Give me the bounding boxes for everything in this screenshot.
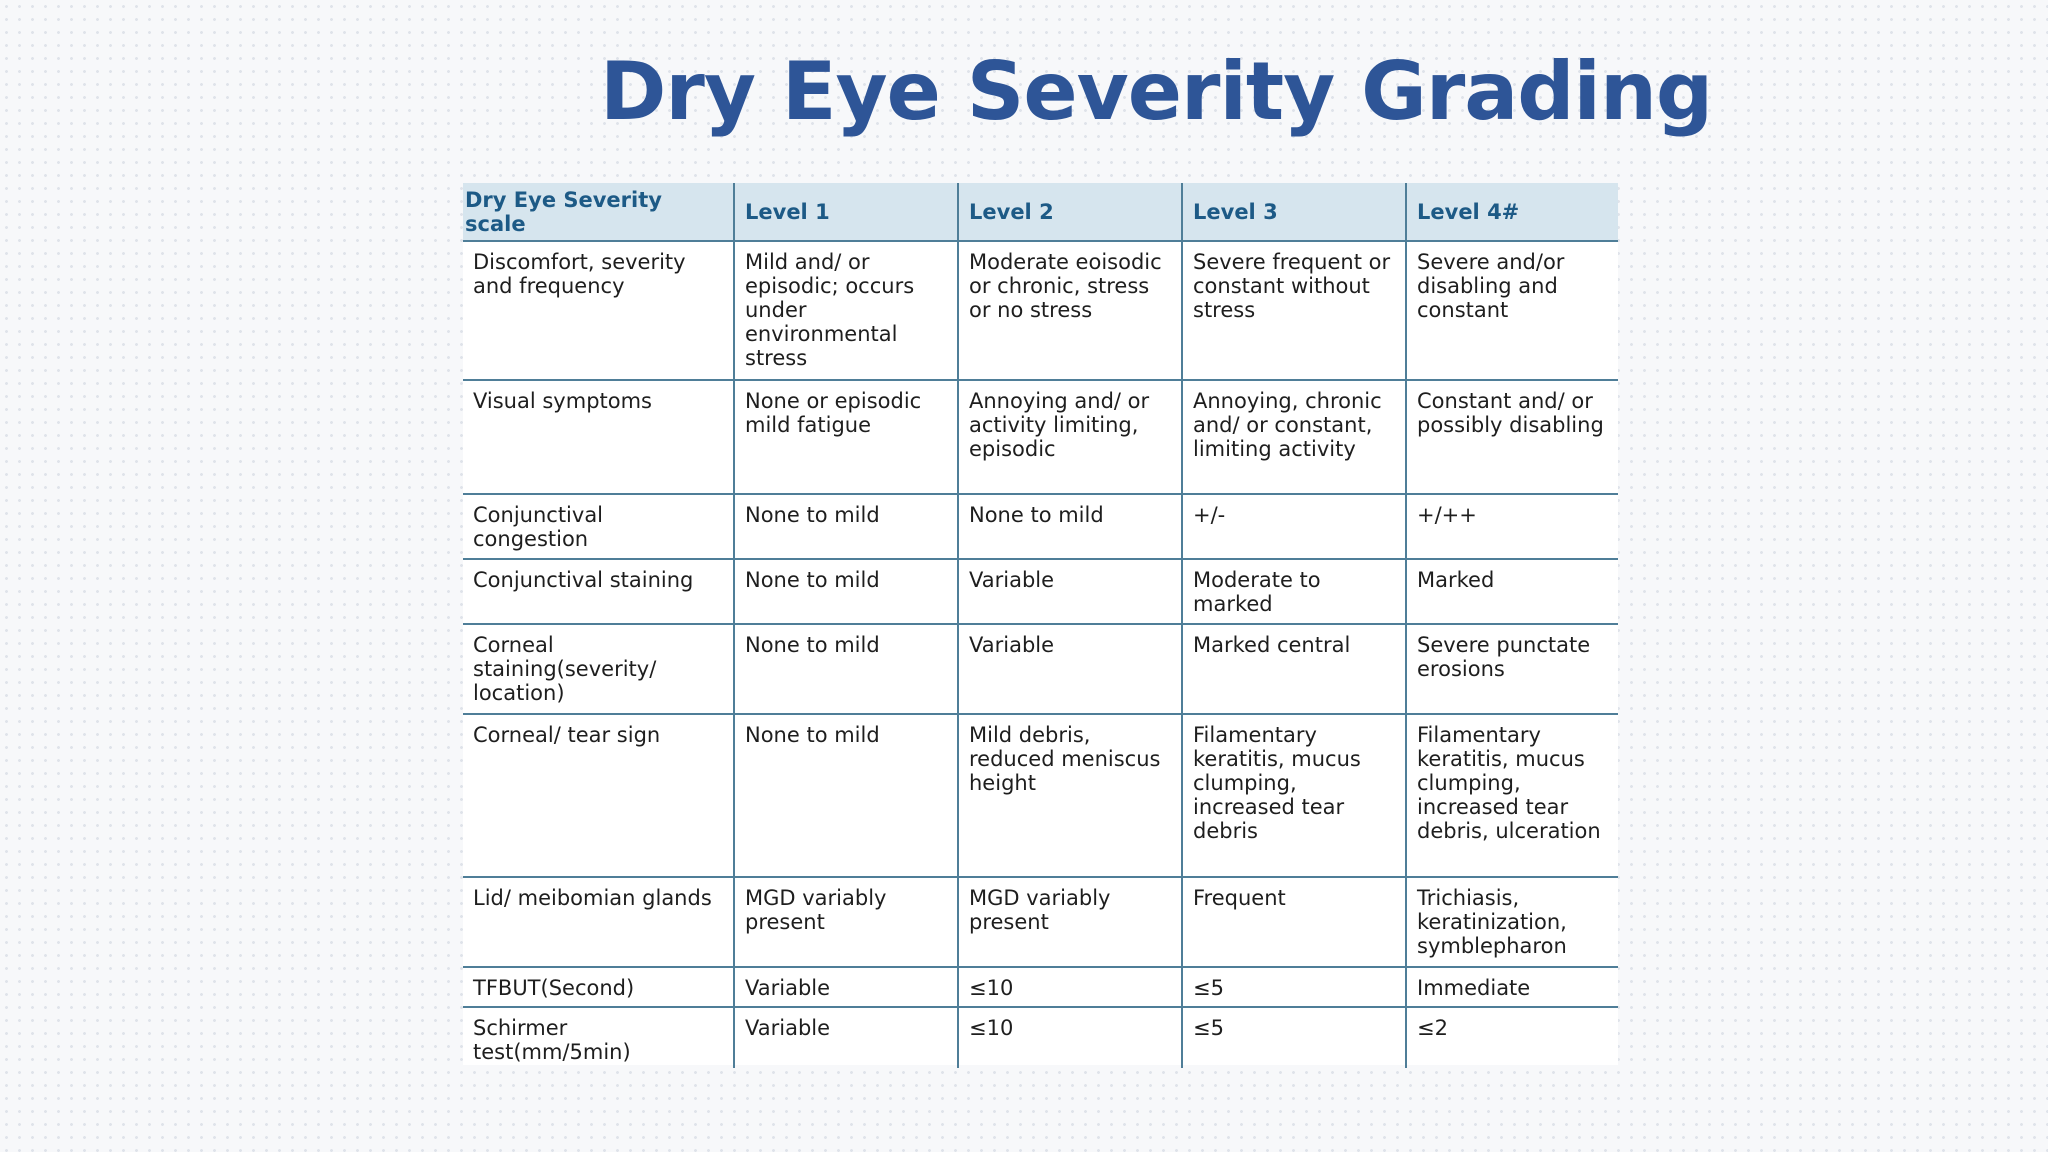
- table-cell: ≤5: [1181, 1007, 1406, 1068]
- table-cell: Annoying, chronic and/ or constant, limi…: [1181, 380, 1406, 495]
- table-cell: Severe punctate erosions: [1405, 624, 1618, 715]
- table-cell: ≤10: [957, 1007, 1182, 1068]
- table-header-row: Dry Eye Severity scale Level 1 Level 2 L…: [463, 183, 1618, 242]
- table-row: Discomfort, severity and frequency Mild …: [463, 241, 1618, 381]
- table-row: Conjunctival congestion None to mild Non…: [463, 494, 1618, 560]
- table-cell: None to mild: [957, 494, 1182, 560]
- row-label: Corneal staining(severity/ location): [463, 624, 734, 715]
- table-cell: Marked: [1405, 559, 1618, 625]
- severity-table-container: Dry Eye Severity scale Level 1 Level 2 L…: [463, 183, 1618, 1068]
- slide-title: Dry Eye Severity Grading: [600, 45, 1713, 138]
- table-cell: MGD variably present: [957, 877, 1182, 968]
- table-cell: Filamentary keratitis, mucus clumping, i…: [1405, 714, 1618, 878]
- header-cell-level-2: Level 2: [957, 183, 1182, 242]
- row-label: Discomfort, severity and frequency: [463, 241, 734, 381]
- table-cell: Immediate: [1405, 967, 1618, 1008]
- header-cell-level-4: Level 4#: [1405, 183, 1618, 242]
- table-cell: Severe frequent or constant without stre…: [1181, 241, 1406, 381]
- table-cell: None to mild: [733, 714, 958, 878]
- table-cell: Annoying and/ or activity limiting, epis…: [957, 380, 1182, 495]
- table-row: Visual symptoms None or episodic mild fa…: [463, 380, 1618, 495]
- table-cell: Variable: [957, 624, 1182, 715]
- table-row: TFBUT(Second) Variable ≤10 ≤5 Immediate: [463, 967, 1618, 1008]
- table-cell: MGD variably present: [733, 877, 958, 968]
- row-label: Visual symptoms: [463, 380, 734, 495]
- header-cell-level-1: Level 1: [733, 183, 958, 242]
- row-label: TFBUT(Second): [463, 967, 734, 1008]
- table-cell: Variable: [957, 559, 1182, 625]
- table-cell: None to mild: [733, 494, 958, 560]
- table-cell: Variable: [733, 967, 958, 1008]
- table-row: Corneal staining(severity/ location) Non…: [463, 624, 1618, 715]
- table-row: Conjunctival staining None to mild Varia…: [463, 559, 1618, 625]
- table-cell: Variable: [733, 1007, 958, 1068]
- table-cell: Marked central: [1181, 624, 1406, 715]
- table-cell: Moderate eoisodic or chronic, stress or …: [957, 241, 1182, 381]
- table-cell: None to mild: [733, 559, 958, 625]
- table-cell: +/++: [1405, 494, 1618, 560]
- table-cell: None to mild: [733, 624, 958, 715]
- row-label: Corneal/ tear sign: [463, 714, 734, 878]
- severity-table: Dry Eye Severity scale Level 1 Level 2 L…: [463, 183, 1618, 1068]
- table-row: Lid/ meibomian glands MGD variably prese…: [463, 877, 1618, 968]
- row-label: Lid/ meibomian glands: [463, 877, 734, 968]
- table-cell: Filamentary keratitis, mucus clumping, i…: [1181, 714, 1406, 878]
- table-cell: ≤5: [1181, 967, 1406, 1008]
- table-cell: Moderate to marked: [1181, 559, 1406, 625]
- table-cell: ≤10: [957, 967, 1182, 1008]
- table-cell: Mild debris, reduced meniscus height: [957, 714, 1182, 878]
- table-cell: ≤2: [1405, 1007, 1618, 1068]
- table-row: Schirmer test(mm/5min) Variable ≤10 ≤5 ≤…: [463, 1007, 1618, 1068]
- table-cell: Severe and/or disabling and constant: [1405, 241, 1618, 381]
- table-cell: Frequent: [1181, 877, 1406, 968]
- row-label: Schirmer test(mm/5min): [473, 1016, 631, 1064]
- row-label: Conjunctival congestion: [463, 494, 734, 560]
- table-cell: +/-: [1181, 494, 1406, 560]
- table-cell: Mild and/ or episodic; occurs under envi…: [733, 241, 958, 381]
- header-cell-scale: Dry Eye Severity scale: [463, 183, 734, 242]
- row-label: Conjunctival staining: [463, 559, 734, 625]
- table-cell: None or episodic mild fatigue: [733, 380, 958, 495]
- table-cell: Trichiasis, keratinization, symblepharon: [1405, 877, 1618, 968]
- table-cell: Constant and/ or possibly disabling: [1405, 380, 1618, 495]
- header-cell-level-3: Level 3: [1181, 183, 1406, 242]
- table-row: Corneal/ tear sign None to mild Mild deb…: [463, 714, 1618, 878]
